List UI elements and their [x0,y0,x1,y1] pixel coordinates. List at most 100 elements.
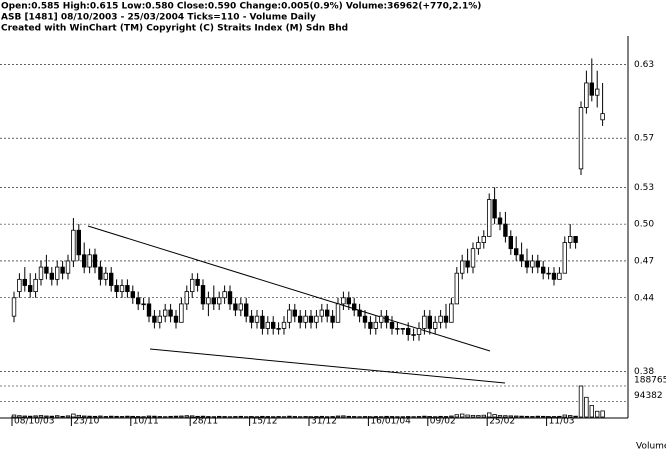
volume-bar [130,415,135,418]
candle-body [497,217,503,225]
candle-body [362,315,368,323]
x-tick-label: 31/12 [311,417,337,427]
y-tick-label: 0.44 [634,293,654,303]
volume-axis-label: Volume [636,442,666,452]
volume-bar [11,414,17,418]
volume-bar [562,414,567,418]
candle-body [341,297,346,305]
header-line: Open:0.585 High:0.615 Low:0.580 Close:0.… [1,2,481,12]
candle-body [222,291,227,299]
candle-body [270,321,276,329]
y-tick-label: 0.50 [634,220,654,230]
volume-bar [146,415,152,418]
candle-body [568,235,573,243]
volume-bar [65,415,71,418]
volume-bar [38,415,44,418]
candle-body [573,235,578,243]
volume-bar [55,415,60,418]
volume-bar [589,405,594,418]
volume-bar [82,415,87,418]
candle-body [135,297,141,305]
candle-body [557,272,562,280]
volume-bar [470,414,476,418]
candle-body [400,328,405,330]
candle-body [184,291,189,305]
header-line: Created with WinChart (TM) Copyright (C)… [1,24,348,34]
volume-bar [125,415,130,418]
candle-body [319,309,324,317]
candle-body [314,315,319,323]
candle-body [146,303,152,317]
volume-bar [384,415,389,418]
candle-body [411,334,416,336]
candle-body [486,199,492,237]
candle-body [335,303,341,323]
volume-bar [184,415,189,418]
candle-body [243,303,249,317]
candle-body [189,278,195,293]
candle-body [141,303,146,306]
volume-bar [173,415,179,418]
volume-bar [568,415,573,418]
candle-body [395,328,400,330]
volume-bar [22,415,27,418]
candle-body [427,315,432,329]
candle-body [292,309,297,317]
trend-line [149,348,506,384]
candle-body [119,285,125,293]
volume-bar [49,415,54,418]
candle-body [76,229,81,256]
candle-body [454,272,459,305]
y-tick-label: 0.38 [634,367,654,377]
candle-body [125,285,130,293]
candle-body [82,254,87,268]
trend-line [87,225,491,352]
candle-body [373,321,378,329]
candle-body [162,309,168,317]
volume-bar [98,415,103,418]
candle-body [595,88,600,96]
volume-bar [287,415,292,418]
candle-body [87,254,92,268]
volume-bar [584,396,589,418]
candle-body [508,235,513,250]
volume-bar [449,415,454,418]
candle-body [92,254,98,268]
candle-body [233,303,238,311]
candle-body [276,328,281,330]
candle-body [303,315,308,323]
candle-body [384,315,389,323]
x-tick-label: 16/01/04 [370,417,411,427]
candle-body [130,291,135,299]
volume-bar [27,415,33,418]
candle-body [22,278,27,286]
candle-body [546,272,551,275]
candle-body [438,315,443,323]
candle-body [368,321,373,329]
candle-body [157,315,162,323]
candle-body [476,242,481,250]
x-tick-label: 23/10 [73,417,99,427]
volume-bar [216,415,222,418]
candle-body [49,272,54,280]
header-line: ASB [1481] 08/10/2003 - 25/03/2004 Ticks… [1,13,316,23]
volume-bar [438,415,443,418]
x-tick-label: 11/03 [549,417,575,427]
volume-bar [346,415,351,418]
volume-tick-label: 94382 [634,391,663,401]
volume-bar [573,415,578,418]
volume-bar [60,415,65,418]
volume-bar [319,415,324,418]
volume-bar [508,415,513,418]
volume-bar [600,410,605,418]
candle-body [470,248,476,268]
volume-bar [514,415,519,418]
candle-body [195,278,200,286]
candle-body [378,315,384,323]
candle-body [330,315,335,323]
candle-body [551,272,557,280]
volume-bar [87,415,92,418]
volume-bar [524,415,530,418]
candle-body [405,328,411,335]
